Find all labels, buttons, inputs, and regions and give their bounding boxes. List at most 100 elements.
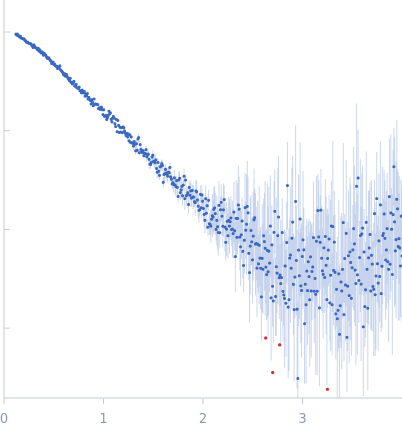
data-point	[277, 215, 281, 219]
data-point	[110, 120, 114, 124]
data-point	[163, 167, 167, 171]
data-point	[137, 151, 141, 155]
data-points	[14, 32, 402, 380]
data-point	[161, 180, 165, 184]
data-point	[284, 301, 288, 305]
data-point	[383, 236, 387, 240]
data-point	[91, 100, 95, 104]
data-point	[381, 231, 385, 235]
data-point	[281, 289, 285, 293]
data-point	[282, 297, 286, 301]
data-point	[74, 82, 78, 86]
data-point	[366, 306, 370, 310]
data-point	[399, 264, 402, 268]
data-point	[268, 224, 272, 228]
x-tick-label: 1	[99, 412, 107, 427]
data-point	[312, 289, 316, 293]
data-point	[211, 215, 215, 219]
data-point	[112, 116, 116, 120]
data-point	[350, 266, 354, 270]
data-point	[289, 266, 293, 270]
data-point	[367, 256, 371, 260]
data-point	[116, 119, 120, 123]
data-point	[237, 207, 241, 211]
data-point	[99, 105, 103, 109]
data-point	[393, 249, 397, 253]
data-point	[303, 282, 307, 286]
data-point	[206, 225, 210, 229]
data-point	[151, 153, 155, 157]
data-point	[262, 240, 266, 244]
data-point	[134, 142, 138, 146]
data-point	[344, 231, 348, 235]
data-point	[291, 220, 295, 224]
data-point	[149, 160, 153, 164]
data-point	[316, 209, 320, 213]
data-point	[251, 234, 255, 238]
data-point	[58, 64, 62, 68]
data-point	[270, 243, 274, 247]
data-point	[387, 195, 391, 199]
data-point	[178, 191, 182, 195]
data-point	[298, 217, 302, 221]
data-point	[262, 234, 266, 238]
data-point	[327, 237, 331, 241]
data-point	[308, 298, 312, 302]
data-point	[267, 249, 271, 253]
data-point	[224, 240, 228, 244]
data-point	[384, 258, 388, 262]
data-point	[273, 209, 277, 213]
data-point	[279, 276, 283, 280]
data-point	[335, 287, 339, 291]
data-point	[286, 305, 290, 309]
data-point	[104, 114, 108, 118]
data-point	[85, 94, 89, 98]
data-point	[358, 256, 362, 260]
data-point	[390, 273, 394, 277]
data-point	[144, 148, 148, 152]
data-point	[169, 177, 173, 181]
data-point	[352, 242, 356, 246]
data-point	[345, 335, 349, 339]
data-point	[305, 269, 309, 273]
data-point	[352, 227, 356, 231]
data-point	[382, 212, 386, 216]
data-point	[343, 283, 347, 287]
data-point	[320, 269, 324, 273]
data-point	[51, 60, 55, 64]
data-point	[169, 175, 173, 179]
x-tick-label: 3	[298, 412, 306, 427]
data-point	[296, 376, 300, 380]
data-point	[205, 204, 209, 208]
data-point	[266, 270, 270, 274]
data-point	[250, 258, 254, 262]
data-point	[236, 203, 240, 207]
data-point	[216, 225, 220, 229]
data-point	[249, 229, 253, 233]
data-point	[167, 171, 171, 175]
data-point	[364, 220, 368, 224]
data-point	[378, 203, 382, 207]
data-point	[268, 261, 272, 265]
data-point	[147, 157, 151, 161]
data-point	[218, 231, 222, 235]
data-point	[265, 273, 269, 277]
data-point	[239, 245, 243, 249]
data-point	[80, 88, 84, 92]
data-point	[346, 254, 350, 258]
data-point	[244, 228, 248, 232]
data-point	[287, 298, 291, 302]
data-point	[204, 197, 208, 201]
data-point	[92, 97, 96, 101]
data-point	[231, 232, 235, 236]
data-point	[221, 208, 225, 212]
data-point	[390, 227, 394, 231]
data-point	[370, 262, 374, 266]
data-point	[328, 301, 332, 305]
data-point	[239, 233, 243, 237]
data-point	[314, 292, 318, 296]
data-point	[214, 227, 218, 231]
data-point	[263, 246, 267, 250]
data-point	[245, 222, 249, 226]
data-point	[292, 308, 296, 312]
